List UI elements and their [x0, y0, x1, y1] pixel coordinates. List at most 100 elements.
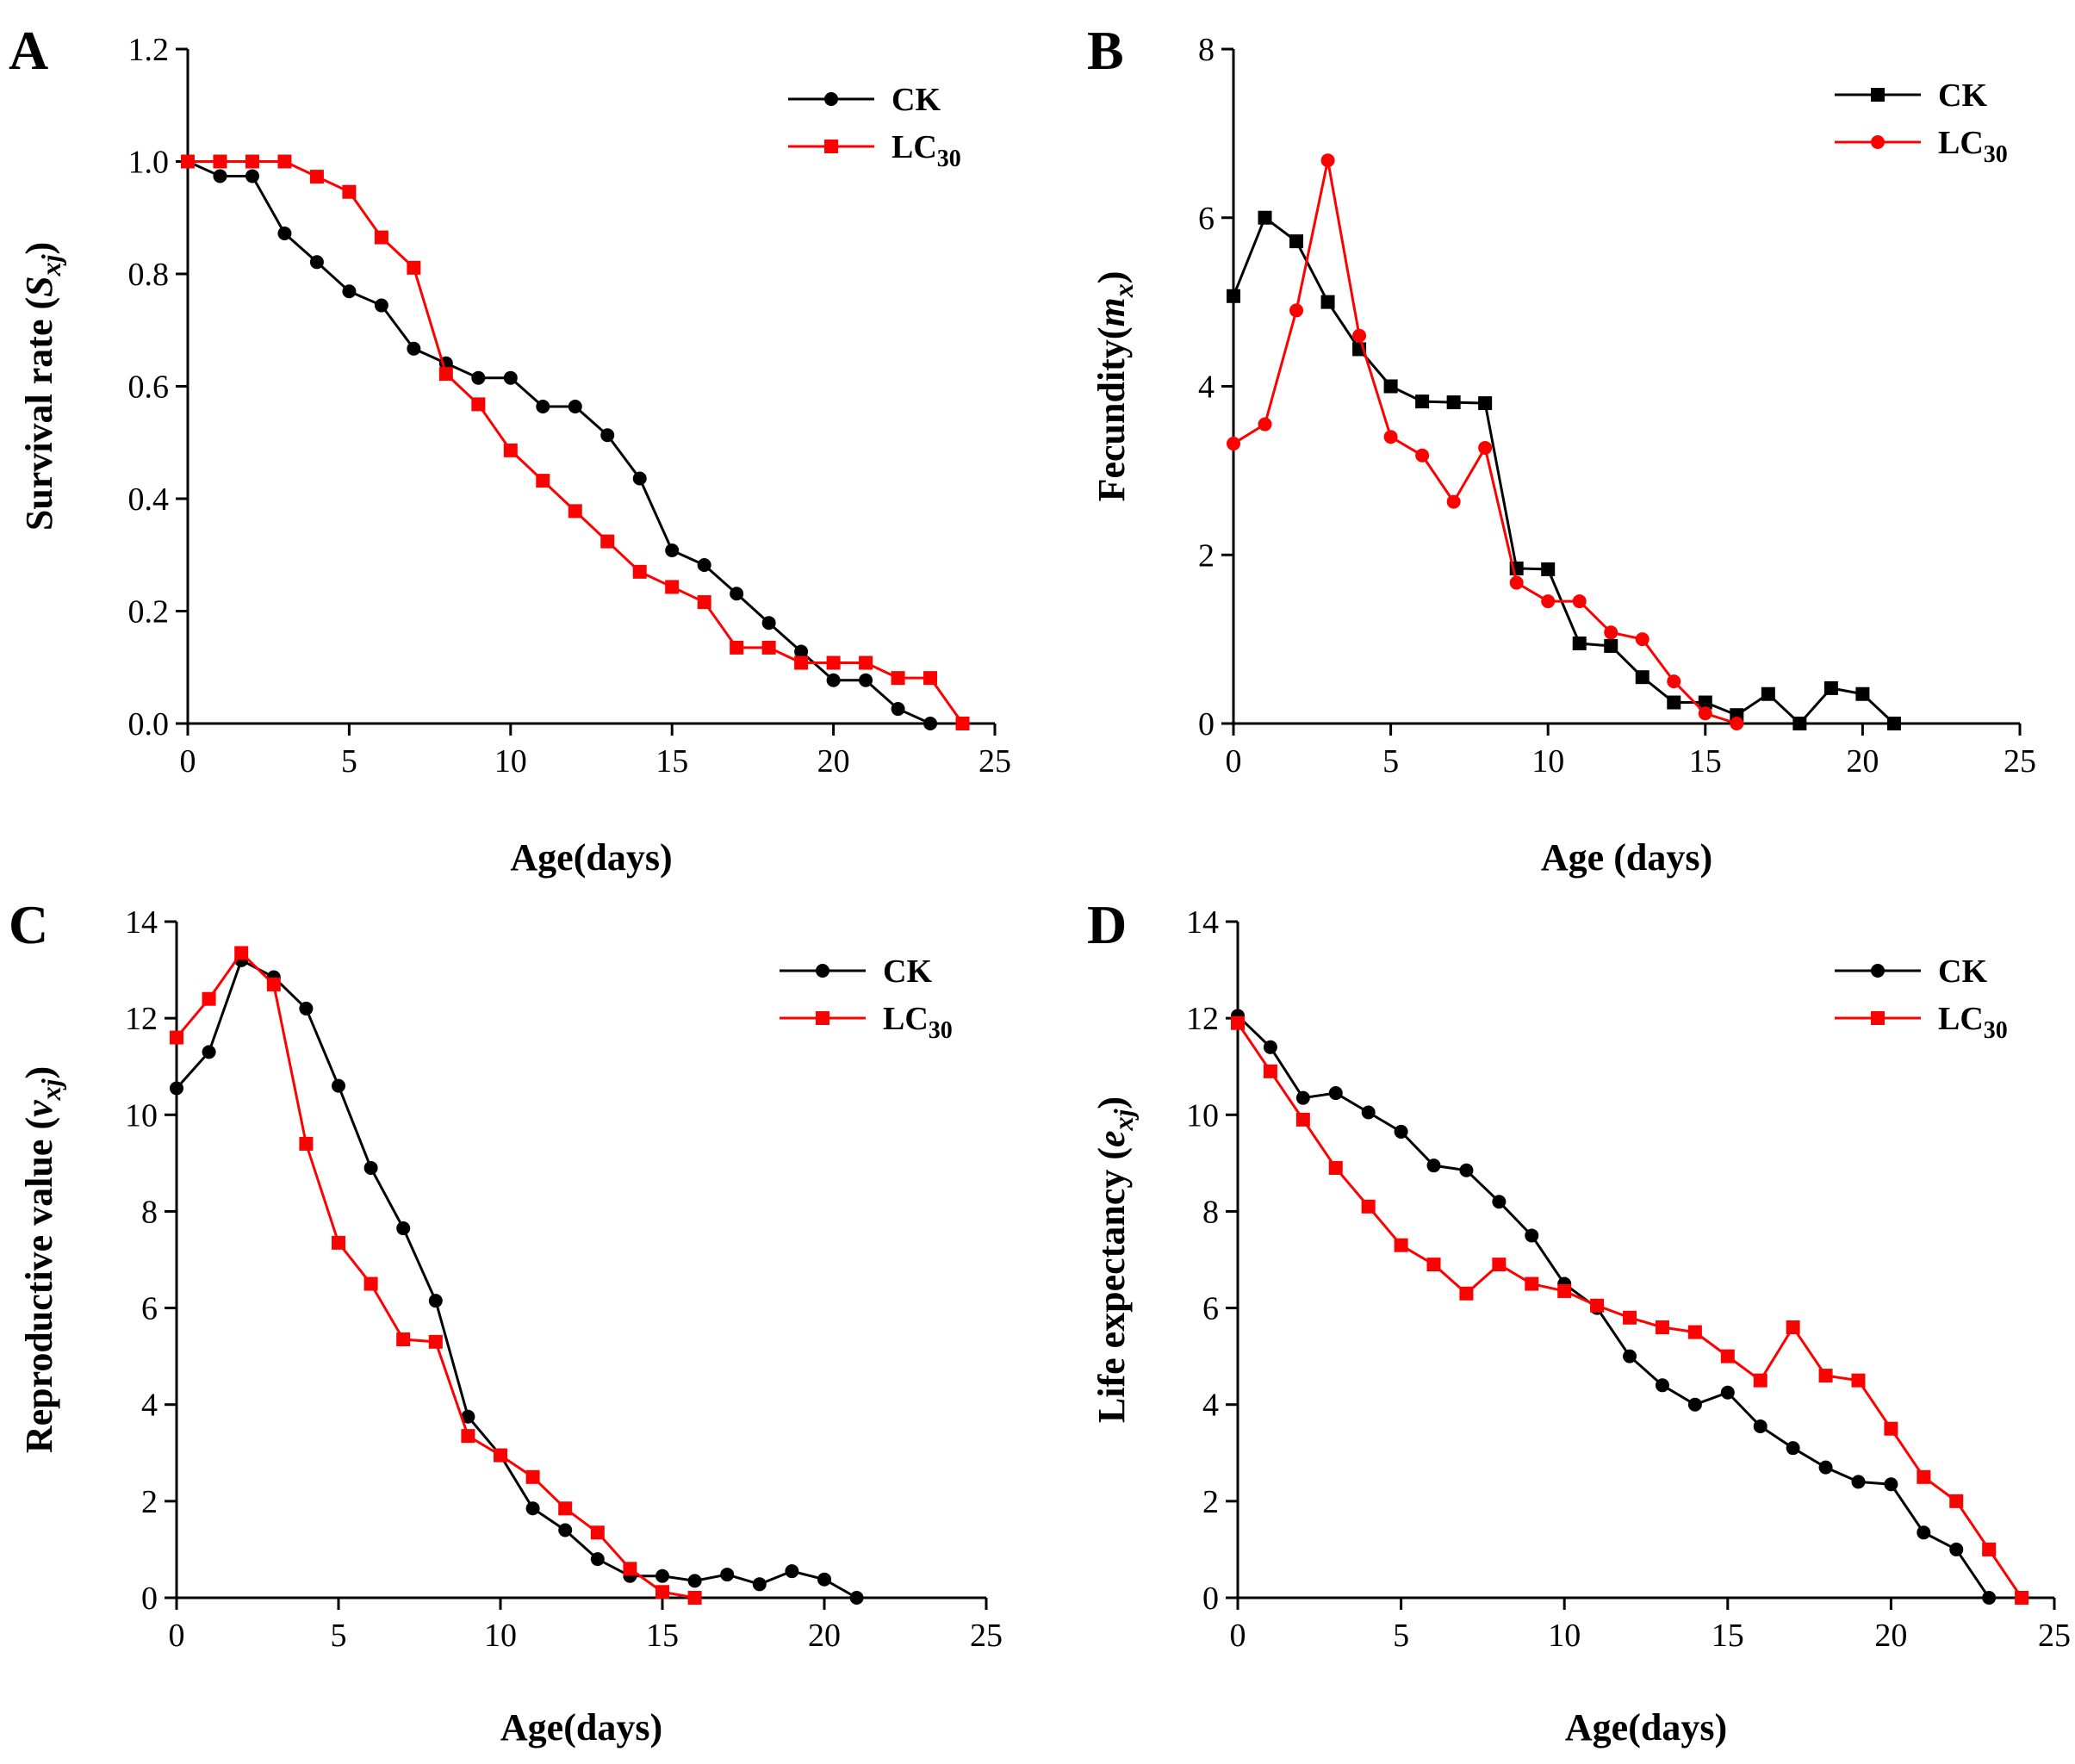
data-point	[665, 580, 680, 594]
data-point	[1328, 1160, 1343, 1175]
data-point	[2015, 1591, 2029, 1605]
data-point	[213, 154, 227, 169]
series-line	[1236, 1022, 2023, 1599]
series-ck	[1231, 1009, 1997, 1605]
y-tick-label: 0	[1198, 706, 1215, 742]
data-point	[1394, 1124, 1408, 1139]
data-point	[471, 370, 486, 385]
data-point	[1818, 1369, 1833, 1383]
data-point	[1328, 1086, 1343, 1101]
data-point	[1698, 706, 1712, 721]
legend-label-base: LC	[1938, 125, 1984, 161]
y-tick-label: 2	[141, 1484, 158, 1520]
y-tick-label: 8	[1202, 1194, 1219, 1230]
data-point	[1949, 1542, 1964, 1556]
legend-label: CK	[1938, 953, 1987, 990]
data-point	[923, 717, 938, 730]
legend-marker	[1871, 135, 1885, 149]
data-point	[1557, 1283, 1572, 1298]
data-point	[1949, 1494, 1964, 1508]
data-point	[687, 1591, 702, 1605]
data-point	[623, 1562, 637, 1576]
data-point	[213, 169, 227, 183]
y-axis-title-variable: v	[18, 1100, 60, 1117]
data-point	[730, 587, 744, 601]
y-tick-label: 12	[125, 1001, 158, 1037]
data-point	[342, 184, 357, 199]
y-axis-title: Reproductive value (vxj)	[18, 1066, 66, 1453]
x-tick-label: 10	[1531, 743, 1564, 780]
data-point	[849, 1591, 864, 1605]
y-axis-title-prefix: Reproductive value (	[18, 1117, 60, 1453]
data-point	[1541, 562, 1556, 576]
data-point	[1492, 1258, 1507, 1272]
data-point	[299, 1001, 314, 1016]
legend-marker	[824, 140, 838, 153]
y-tick-label: 1.0	[128, 145, 170, 181]
data-point	[170, 1081, 183, 1096]
x-axis-title: Age(days)	[1565, 1706, 1727, 1748]
data-point	[234, 946, 249, 960]
legend-item-ck: CK	[780, 953, 932, 990]
data-point	[1698, 695, 1712, 710]
y-axis-title-suffix: )	[1090, 1096, 1133, 1109]
data-point	[558, 1523, 573, 1537]
y-tick-label: 12	[1186, 1001, 1219, 1037]
data-point	[1792, 717, 1807, 730]
data-point	[299, 1136, 314, 1151]
data-point	[1655, 1320, 1669, 1334]
data-point	[363, 1160, 378, 1175]
data-point	[955, 717, 970, 730]
legend-label-subscript: 30	[929, 1017, 953, 1044]
data-point	[536, 474, 550, 488]
data-point	[1886, 717, 1901, 730]
data-point	[1231, 1016, 1245, 1030]
x-tick-label: 0	[180, 743, 196, 780]
data-point	[1687, 1325, 1702, 1339]
data-point	[891, 702, 905, 717]
y-tick-label: 6	[1202, 1291, 1219, 1327]
data-point	[309, 170, 324, 184]
y-tick-label: 0.8	[128, 257, 170, 293]
data-point	[1623, 1349, 1637, 1363]
panel-letter: D	[1087, 894, 1127, 955]
series-line	[188, 160, 964, 724]
data-point	[1982, 1591, 1997, 1605]
data-point	[826, 673, 841, 687]
data-point	[1227, 437, 1240, 451]
data-point	[761, 640, 776, 655]
y-tick-label: 6	[1198, 201, 1215, 237]
y-axis-title: Survival rate (Sxj)	[18, 242, 66, 531]
data-point	[277, 227, 292, 241]
x-tick-label: 25	[2038, 1618, 2071, 1654]
data-point	[1415, 394, 1430, 409]
data-point	[752, 1577, 767, 1592]
legend-item-lc30: LC30	[1835, 125, 2008, 168]
data-point	[1667, 674, 1681, 689]
data-point	[1851, 1373, 1866, 1388]
data-point	[1572, 637, 1587, 651]
data-point	[407, 341, 421, 356]
legend-item-lc30: LC30	[780, 1001, 953, 1044]
data-point	[891, 671, 905, 686]
data-point	[342, 284, 357, 299]
data-point	[525, 1501, 540, 1516]
data-point	[461, 1409, 475, 1424]
legend-marker	[816, 1011, 829, 1025]
data-point	[1383, 430, 1398, 444]
data-point	[266, 977, 281, 991]
legend-label: LC30	[1938, 1001, 2008, 1044]
x-tick-label: 0	[169, 1618, 185, 1654]
y-axis-title-prefix: Life expectancy (	[1090, 1147, 1133, 1423]
y-tick-label: 2	[1202, 1484, 1219, 1520]
panel-b: B 0 5 10 15 20 25 0 2 4 6 8 Age (days) Fecundity(mx) C…	[1087, 20, 2036, 879]
series-ck	[170, 953, 864, 1605]
data-point	[600, 534, 615, 549]
panel-letter: B	[1087, 20, 1124, 81]
y-axis-title-variable: S	[18, 276, 60, 296]
y-axis-title-variable: e	[1090, 1130, 1133, 1147]
data-point	[1884, 1477, 1898, 1492]
x-tick-label: 5	[341, 743, 357, 780]
data-point	[1352, 328, 1367, 343]
data-point	[1361, 1105, 1376, 1120]
